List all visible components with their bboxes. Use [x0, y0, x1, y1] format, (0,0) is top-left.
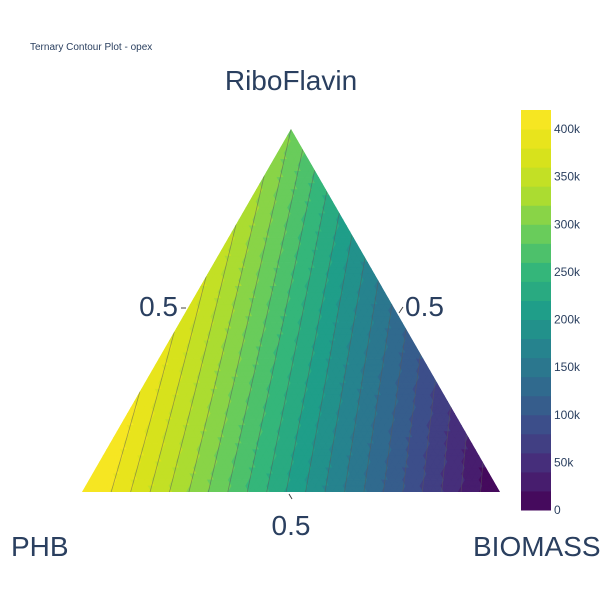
colorbar-band [521, 376, 551, 397]
colorbar-band [521, 224, 551, 244]
axis-title-riboflavin: RiboFlavin [225, 65, 357, 96]
colorbar-band [521, 490, 551, 511]
colorbar-band [521, 414, 551, 435]
left-axis-tick-label: 0.5 [139, 291, 178, 322]
colorbar-tick-label: 50k [554, 455, 574, 469]
axis-title-biomass: BIOMASS [473, 531, 600, 562]
colorbar-band [521, 452, 551, 473]
right-axis-tick-label: 0.5 [405, 291, 444, 322]
colorbar-band [521, 395, 551, 416]
axis-title-phb: PHB [11, 531, 69, 562]
colorbar-tick-label: 350k [554, 170, 581, 184]
colorbar: 0 50k 100k 150k 200k 250k 300k 350k 400k [521, 110, 581, 517]
colorbar-band [521, 319, 551, 340]
colorbar-tick-label: 100k [554, 408, 581, 422]
right-axis-tick [398, 306, 404, 314]
colorbar-tick-label: 250k [554, 265, 581, 279]
colorbar-band [521, 281, 551, 301]
bottom-axis-tick [288, 493, 293, 500]
colorbar-band [521, 243, 551, 263]
colorbar-band [521, 471, 551, 492]
colorbar-tick-label: 200k [554, 313, 581, 327]
colorbar-band [521, 338, 551, 359]
colorbar-tick-label: 0 [554, 503, 561, 517]
colorbar-band [521, 148, 551, 168]
colorbar-tick-label: 300k [554, 217, 581, 231]
colorbar-band [521, 262, 551, 282]
contour-fill-layer [82, 129, 500, 492]
colorbar-band [521, 186, 551, 206]
colorbar-band [521, 110, 551, 130]
colorbar-band [521, 205, 551, 225]
colorbar-band [521, 129, 551, 149]
colorbar-tick-label: 400k [554, 122, 581, 136]
bottom-axis-tick-label: 0.5 [272, 510, 311, 541]
colorbar-band [521, 357, 551, 378]
colorbar-tick-label: 150k [554, 360, 581, 374]
colorbar-band [521, 167, 551, 187]
colorbar-band [521, 433, 551, 454]
chart-title: Ternary Contour Plot - opex [30, 42, 152, 53]
colorbar-band [521, 300, 551, 321]
